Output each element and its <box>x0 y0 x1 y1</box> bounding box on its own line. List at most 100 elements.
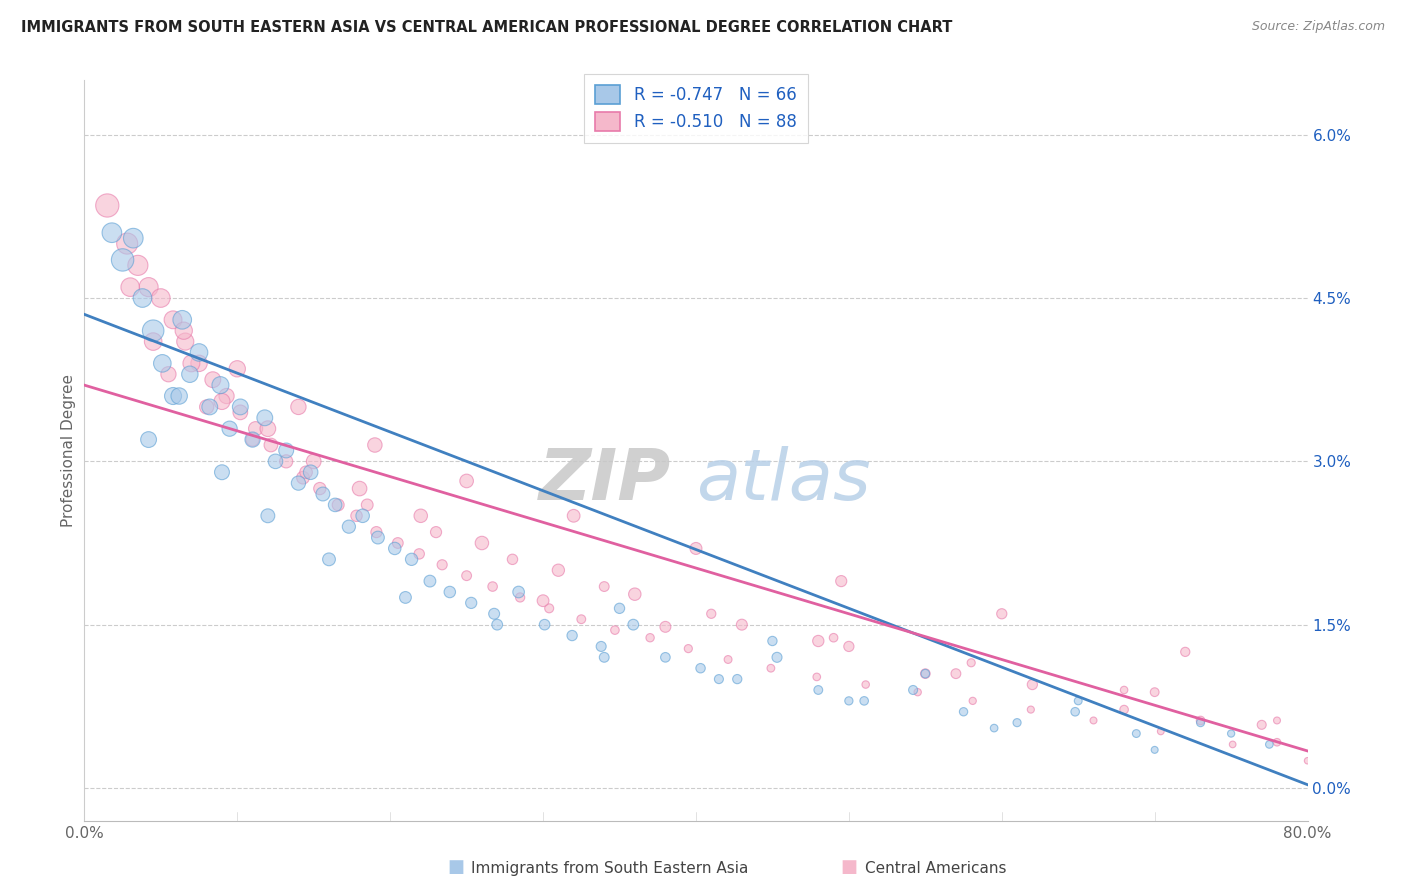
Point <box>384 541 406 556</box>
Point <box>209 378 232 392</box>
Point <box>1250 718 1272 732</box>
Point <box>419 574 441 588</box>
Point <box>562 508 585 523</box>
Point <box>142 334 165 349</box>
Point <box>538 601 561 615</box>
Text: atlas: atlas <box>696 446 870 515</box>
Point <box>364 438 387 452</box>
Point <box>387 536 409 550</box>
Point <box>654 650 676 665</box>
Point <box>678 641 700 656</box>
Point <box>481 580 503 594</box>
Point <box>157 368 180 382</box>
Point <box>242 433 264 447</box>
Point <box>1189 715 1212 730</box>
Point <box>242 433 264 447</box>
Point <box>960 656 983 670</box>
Text: ■: ■ <box>447 858 464 876</box>
Point <box>1143 743 1166 757</box>
Point <box>287 476 309 491</box>
Point <box>149 291 172 305</box>
Point <box>603 623 626 637</box>
Point <box>807 683 830 698</box>
Point <box>561 629 583 643</box>
Point <box>179 368 201 382</box>
Point <box>198 400 221 414</box>
Point <box>1083 714 1105 728</box>
Point <box>855 677 877 691</box>
Point <box>276 454 298 468</box>
Point <box>593 580 616 594</box>
Point <box>914 666 936 681</box>
Point <box>1265 735 1288 749</box>
Point <box>624 587 647 601</box>
Point <box>352 508 374 523</box>
Point <box>174 334 197 349</box>
Point <box>257 422 280 436</box>
Point <box>127 259 149 273</box>
Point <box>167 389 190 403</box>
Point <box>439 585 461 599</box>
Point <box>253 410 276 425</box>
Point <box>101 226 124 240</box>
Point <box>312 487 335 501</box>
Text: Central Americans: Central Americans <box>865 861 1007 876</box>
Point <box>952 705 974 719</box>
Point <box>1067 694 1090 708</box>
Point <box>1174 645 1197 659</box>
Point <box>299 465 322 479</box>
Point <box>318 552 340 566</box>
Point <box>356 498 378 512</box>
Text: ■: ■ <box>841 858 858 876</box>
Point <box>138 433 160 447</box>
Point <box>425 525 447 540</box>
Point <box>1114 703 1136 717</box>
Point <box>260 438 283 452</box>
Point <box>366 525 388 540</box>
Point <box>349 482 371 496</box>
Point <box>323 498 346 512</box>
Text: Immigrants from South Eastern Asia: Immigrants from South Eastern Asia <box>471 861 748 876</box>
Point <box>257 508 280 523</box>
Point <box>195 400 218 414</box>
Point <box>638 631 661 645</box>
Point <box>731 617 754 632</box>
Point <box>689 661 711 675</box>
Point <box>122 231 145 245</box>
Point <box>685 541 707 556</box>
Point <box>287 400 309 414</box>
Y-axis label: Professional Degree: Professional Degree <box>60 374 76 527</box>
Point <box>215 389 238 403</box>
Point <box>142 324 165 338</box>
Point <box>409 508 432 523</box>
Point <box>188 356 211 370</box>
Text: Source: ZipAtlas.com: Source: ZipAtlas.com <box>1251 20 1385 33</box>
Point <box>509 591 531 605</box>
Point <box>533 617 555 632</box>
Point <box>1220 726 1243 740</box>
Point <box>211 394 233 409</box>
Point <box>302 454 325 468</box>
Point <box>591 640 613 654</box>
Point <box>531 593 554 607</box>
Point <box>1296 754 1319 768</box>
Point <box>725 672 748 686</box>
Text: ZIP: ZIP <box>540 446 672 515</box>
Point <box>337 519 360 533</box>
Point <box>838 640 860 654</box>
Point <box>914 666 936 681</box>
Point <box>111 252 134 267</box>
Point <box>394 591 416 605</box>
Legend: R = -0.747   N = 66, R = -0.510   N = 88: R = -0.747 N = 66, R = -0.510 N = 88 <box>583 74 808 143</box>
Point <box>761 634 783 648</box>
Point <box>162 313 184 327</box>
Text: IMMIGRANTS FROM SOUTH EASTERN ASIA VS CENTRAL AMERICAN PROFESSIONAL DEGREE CORRE: IMMIGRANTS FROM SOUTH EASTERN ASIA VS CE… <box>21 20 952 35</box>
Point <box>482 607 505 621</box>
Point <box>621 617 644 632</box>
Point <box>131 291 153 305</box>
Point <box>188 345 211 359</box>
Point <box>1114 683 1136 698</box>
Point <box>430 558 453 572</box>
Point <box>823 631 845 645</box>
Point <box>276 443 298 458</box>
